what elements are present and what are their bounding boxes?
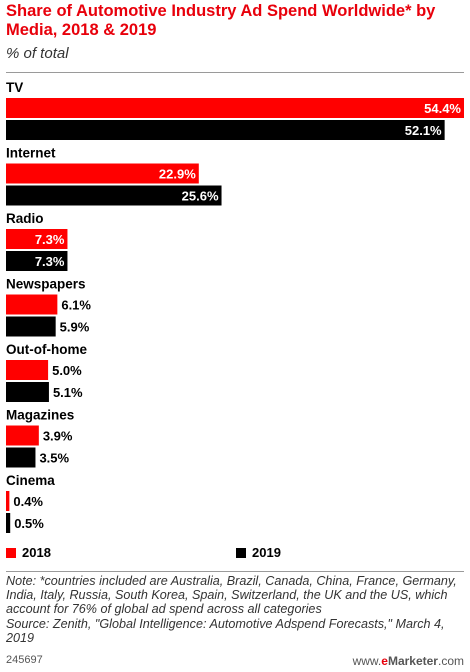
bar-newspapers-2019 — [6, 316, 56, 337]
footnote: Note: *countries included are Australia,… — [6, 574, 466, 645]
value-label-magazines-2018: 3.9% — [43, 429, 73, 444]
bar-out-of-home-2018 — [6, 360, 49, 380]
brand-e: e — [381, 654, 388, 668]
category-label-radio: Radio — [6, 211, 44, 226]
bar-radio-2018 — [6, 229, 68, 249]
value-label-newspapers-2018: 6.1% — [61, 298, 91, 313]
brand-name: Marketer — [387, 654, 438, 668]
category-label-magazines: Magazines — [6, 408, 74, 423]
chart-id: 245697 — [6, 654, 43, 666]
value-label-cinema-2018: 0.4% — [13, 494, 43, 509]
bar-tv-2018 — [6, 98, 464, 118]
value-label-out-of-home-2019: 5.1% — [53, 385, 83, 400]
source-text: Source: Zenith, "Global Intelligence: Au… — [6, 616, 445, 645]
bar-newspapers-2018 — [6, 294, 58, 315]
category-label-newspapers: Newspapers — [6, 277, 86, 292]
value-label-radio-2018: 7.3% — [35, 232, 65, 247]
value-label-newspapers-2019: 5.9% — [60, 320, 90, 335]
bar-magazines-2018 — [6, 425, 39, 446]
value-label-out-of-home-2018: 5.0% — [52, 363, 82, 378]
category-label-cinema: Cinema — [6, 473, 55, 488]
bar-cinema-2019 — [6, 513, 11, 533]
category-label-out-of-home: Out-of-home — [6, 342, 87, 357]
value-label-magazines-2019: 3.5% — [39, 451, 69, 466]
legend-label-2018: 2018 — [22, 545, 51, 560]
value-label-internet-2018: 22.9% — [159, 167, 196, 182]
value-label-internet-2019: 25.6% — [182, 189, 219, 204]
value-label-radio-2019: 7.3% — [35, 254, 65, 269]
bar-cinema-2018 — [6, 491, 10, 511]
bar-internet-2018 — [6, 163, 199, 184]
category-label-internet: Internet — [6, 146, 56, 161]
bar-internet-2019 — [6, 185, 222, 206]
legend-label-2019: 2019 — [252, 545, 281, 560]
note-text: Note: *countries included are Australia,… — [6, 574, 457, 617]
bar-out-of-home-2019 — [6, 382, 49, 402]
legend-item-2019: 2019 — [236, 545, 281, 560]
bar-chart: TV 54.4% 52.1% Internet 22.9% 25.6% Radio 7.3% 7… — [6, 80, 464, 533]
chart-title: Share of Automotive Industry Ad Spend Wo… — [6, 2, 436, 39]
legend-item-2018: 2018 — [6, 545, 51, 560]
bottom-divider — [6, 571, 464, 572]
bar-tv-2019 — [6, 120, 445, 140]
brand-www: www. — [352, 654, 382, 668]
emarketer-logo[interactable]: www.eMarketer.com — [353, 654, 464, 668]
bar-magazines-2019 — [6, 447, 36, 468]
value-label-tv-2018: 54.4% — [424, 101, 461, 116]
category-label-tv: TV — [6, 80, 23, 95]
chart-subtitle: % of total — [6, 45, 69, 62]
value-label-tv-2019: 52.1% — [405, 123, 442, 138]
legend-swatch-2019 — [236, 547, 246, 558]
legend-swatch-2018 — [6, 547, 16, 558]
value-label-cinema-2019: 0.5% — [14, 516, 44, 531]
brand-tld: .com — [437, 654, 464, 668]
top-divider — [6, 72, 464, 73]
bar-radio-2019 — [6, 251, 68, 271]
